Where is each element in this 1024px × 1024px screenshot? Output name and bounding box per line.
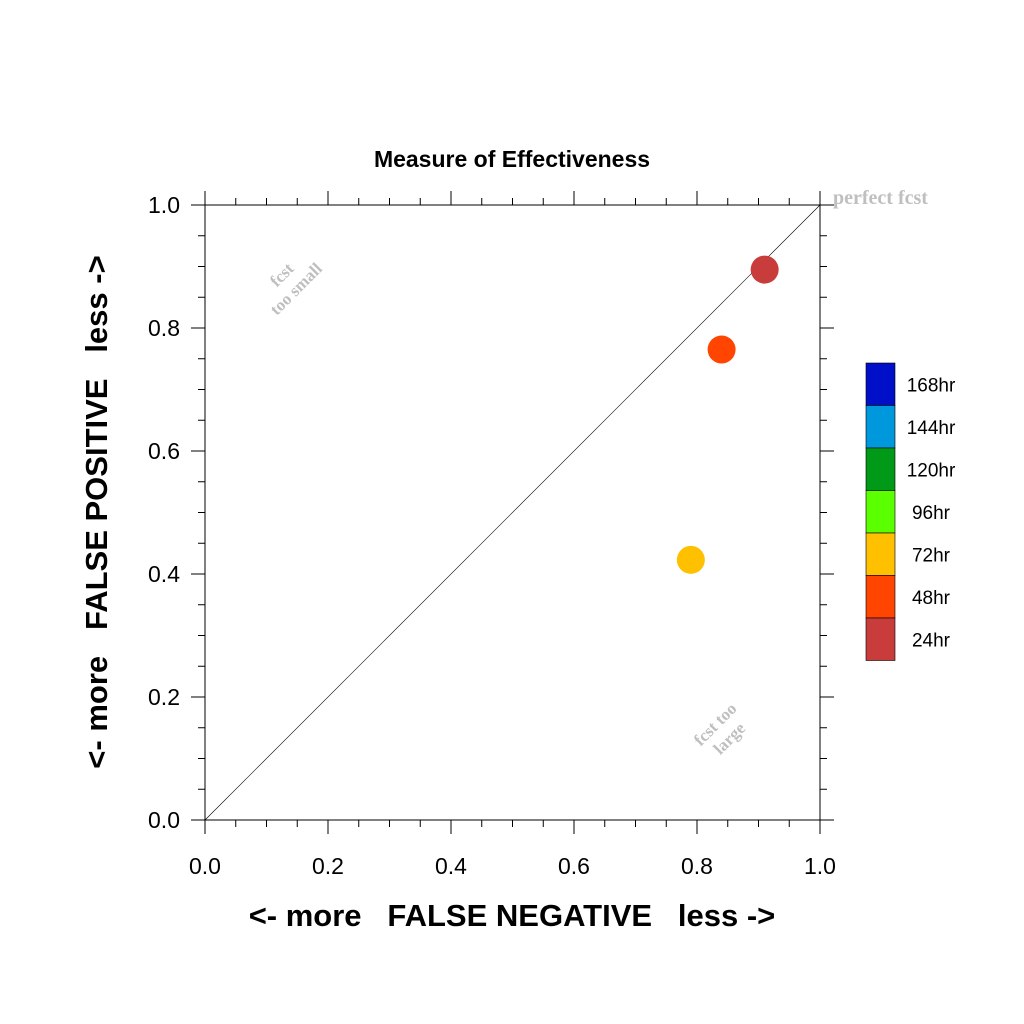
legend-label-144hr: 144hr <box>907 418 956 439</box>
annotation-too-small: fcst too small <box>266 259 326 319</box>
chart-title: Measure of Effectiveness <box>374 146 650 172</box>
x-tick-label: 0.2 <box>312 853 344 879</box>
legend-swatch-120hr <box>865 447 896 491</box>
legend-swatch-48hr <box>865 575 896 619</box>
legend-swatch-96hr <box>865 490 896 534</box>
x-tick-label: 0.8 <box>681 853 713 879</box>
y-tick-label: 0.8 <box>148 315 180 341</box>
legend-label-120hr: 120hr <box>907 460 956 481</box>
y-tick-label: 1.0 <box>148 192 180 218</box>
annotation-too-large: fcst too large <box>690 699 749 758</box>
y-tick-label: 0.4 <box>148 561 180 587</box>
y-axis-label: <- more FALSE POSITIVE less -> <box>79 255 114 768</box>
x-tick-labels: 0.0 0.2 0.4 0.6 0.8 1.0 <box>189 853 836 879</box>
data-points <box>676 255 779 574</box>
x-tick-label: 0.4 <box>435 853 467 879</box>
perfect-forecast-line <box>204 204 821 821</box>
legend-label-48hr: 48hr <box>912 588 951 609</box>
x-axis-label: <- more FALSE NEGATIVE less -> <box>249 898 776 933</box>
perfect-forecast-label: perfect fcst <box>833 187 928 209</box>
legend-swatch-168hr <box>865 362 896 406</box>
axis-ticks <box>191 191 834 834</box>
y-tick-label: 0.0 <box>148 807 180 833</box>
data-point-48hr <box>707 335 736 364</box>
y-tick-label: 0.2 <box>148 684 180 710</box>
legend-label-24hr: 24hr <box>912 630 951 651</box>
legend-swatch-24hr <box>865 617 896 661</box>
x-tick-label: 1.0 <box>804 853 836 879</box>
plot-area: 0.0 0.2 0.4 0.6 0.8 1.0 0.0 0.2 0.4 0.6 0.8 1.0 <box>148 191 836 879</box>
data-point-72hr <box>676 545 705 574</box>
legend-swatch-72hr <box>865 532 896 576</box>
y-tick-label: 0.6 <box>148 438 180 464</box>
legend-label-72hr: 72hr <box>912 545 951 566</box>
x-tick-label: 0.0 <box>189 853 221 879</box>
legend-label-96hr: 96hr <box>912 503 951 524</box>
legend-swatch-144hr <box>865 405 896 449</box>
legend-label-168hr: 168hr <box>907 375 956 396</box>
legend: 168hr 144hr 120hr 96hr 72hr 48hr 24hr <box>865 362 956 661</box>
x-tick-label: 0.6 <box>558 853 590 879</box>
data-point-24hr <box>750 255 779 284</box>
y-tick-labels: 0.0 0.2 0.4 0.6 0.8 1.0 <box>148 192 180 833</box>
